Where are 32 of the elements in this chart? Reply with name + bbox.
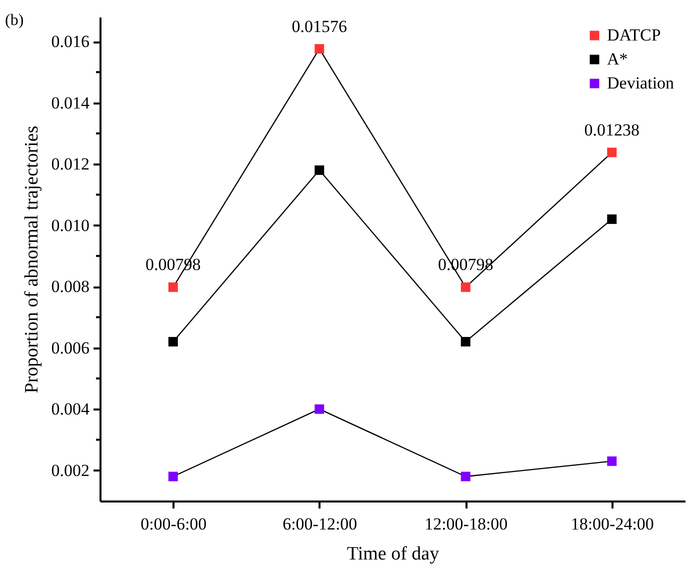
y-tick-label: 0.004 <box>51 400 90 419</box>
data-label: 0.01576 <box>292 16 347 36</box>
point <box>607 214 617 224</box>
legend-label: DATCP <box>607 26 661 44</box>
point <box>168 336 178 346</box>
y-tick-label: 0.006 <box>51 338 90 358</box>
data-label: 0.01238 <box>584 120 640 140</box>
point <box>607 148 617 158</box>
y-axis-title: Proportion of abnormal trajectories <box>21 126 42 394</box>
point <box>314 165 324 175</box>
point <box>168 472 178 482</box>
point <box>314 404 324 414</box>
y-tick-label: 0.002 <box>51 460 90 480</box>
point <box>314 44 324 54</box>
y-tick-label: 0.010 <box>51 216 90 235</box>
y-tick-label: 0.016 <box>51 32 90 52</box>
y-tick-label: 0.012 <box>51 154 90 174</box>
point <box>168 282 178 292</box>
point <box>607 456 617 466</box>
point <box>460 472 470 482</box>
point <box>460 282 470 292</box>
legend-label: Deviation <box>607 74 675 92</box>
x-tick-label: 0:00-6:00 <box>140 514 207 534</box>
x-tick-label: 6:00-12:00 <box>282 514 358 534</box>
y-tick-label: 0.014 <box>51 93 90 112</box>
point <box>460 336 470 346</box>
text: (b) <box>5 12 24 29</box>
x-axis-title: Time of day <box>346 544 440 564</box>
legend-label: A* <box>607 50 628 68</box>
y-tick-label: 0.008 <box>51 277 90 296</box>
x-tick-label: 18:00-24:00 <box>570 514 654 534</box>
x-tick-label: 12:00-18:00 <box>424 514 508 534</box>
